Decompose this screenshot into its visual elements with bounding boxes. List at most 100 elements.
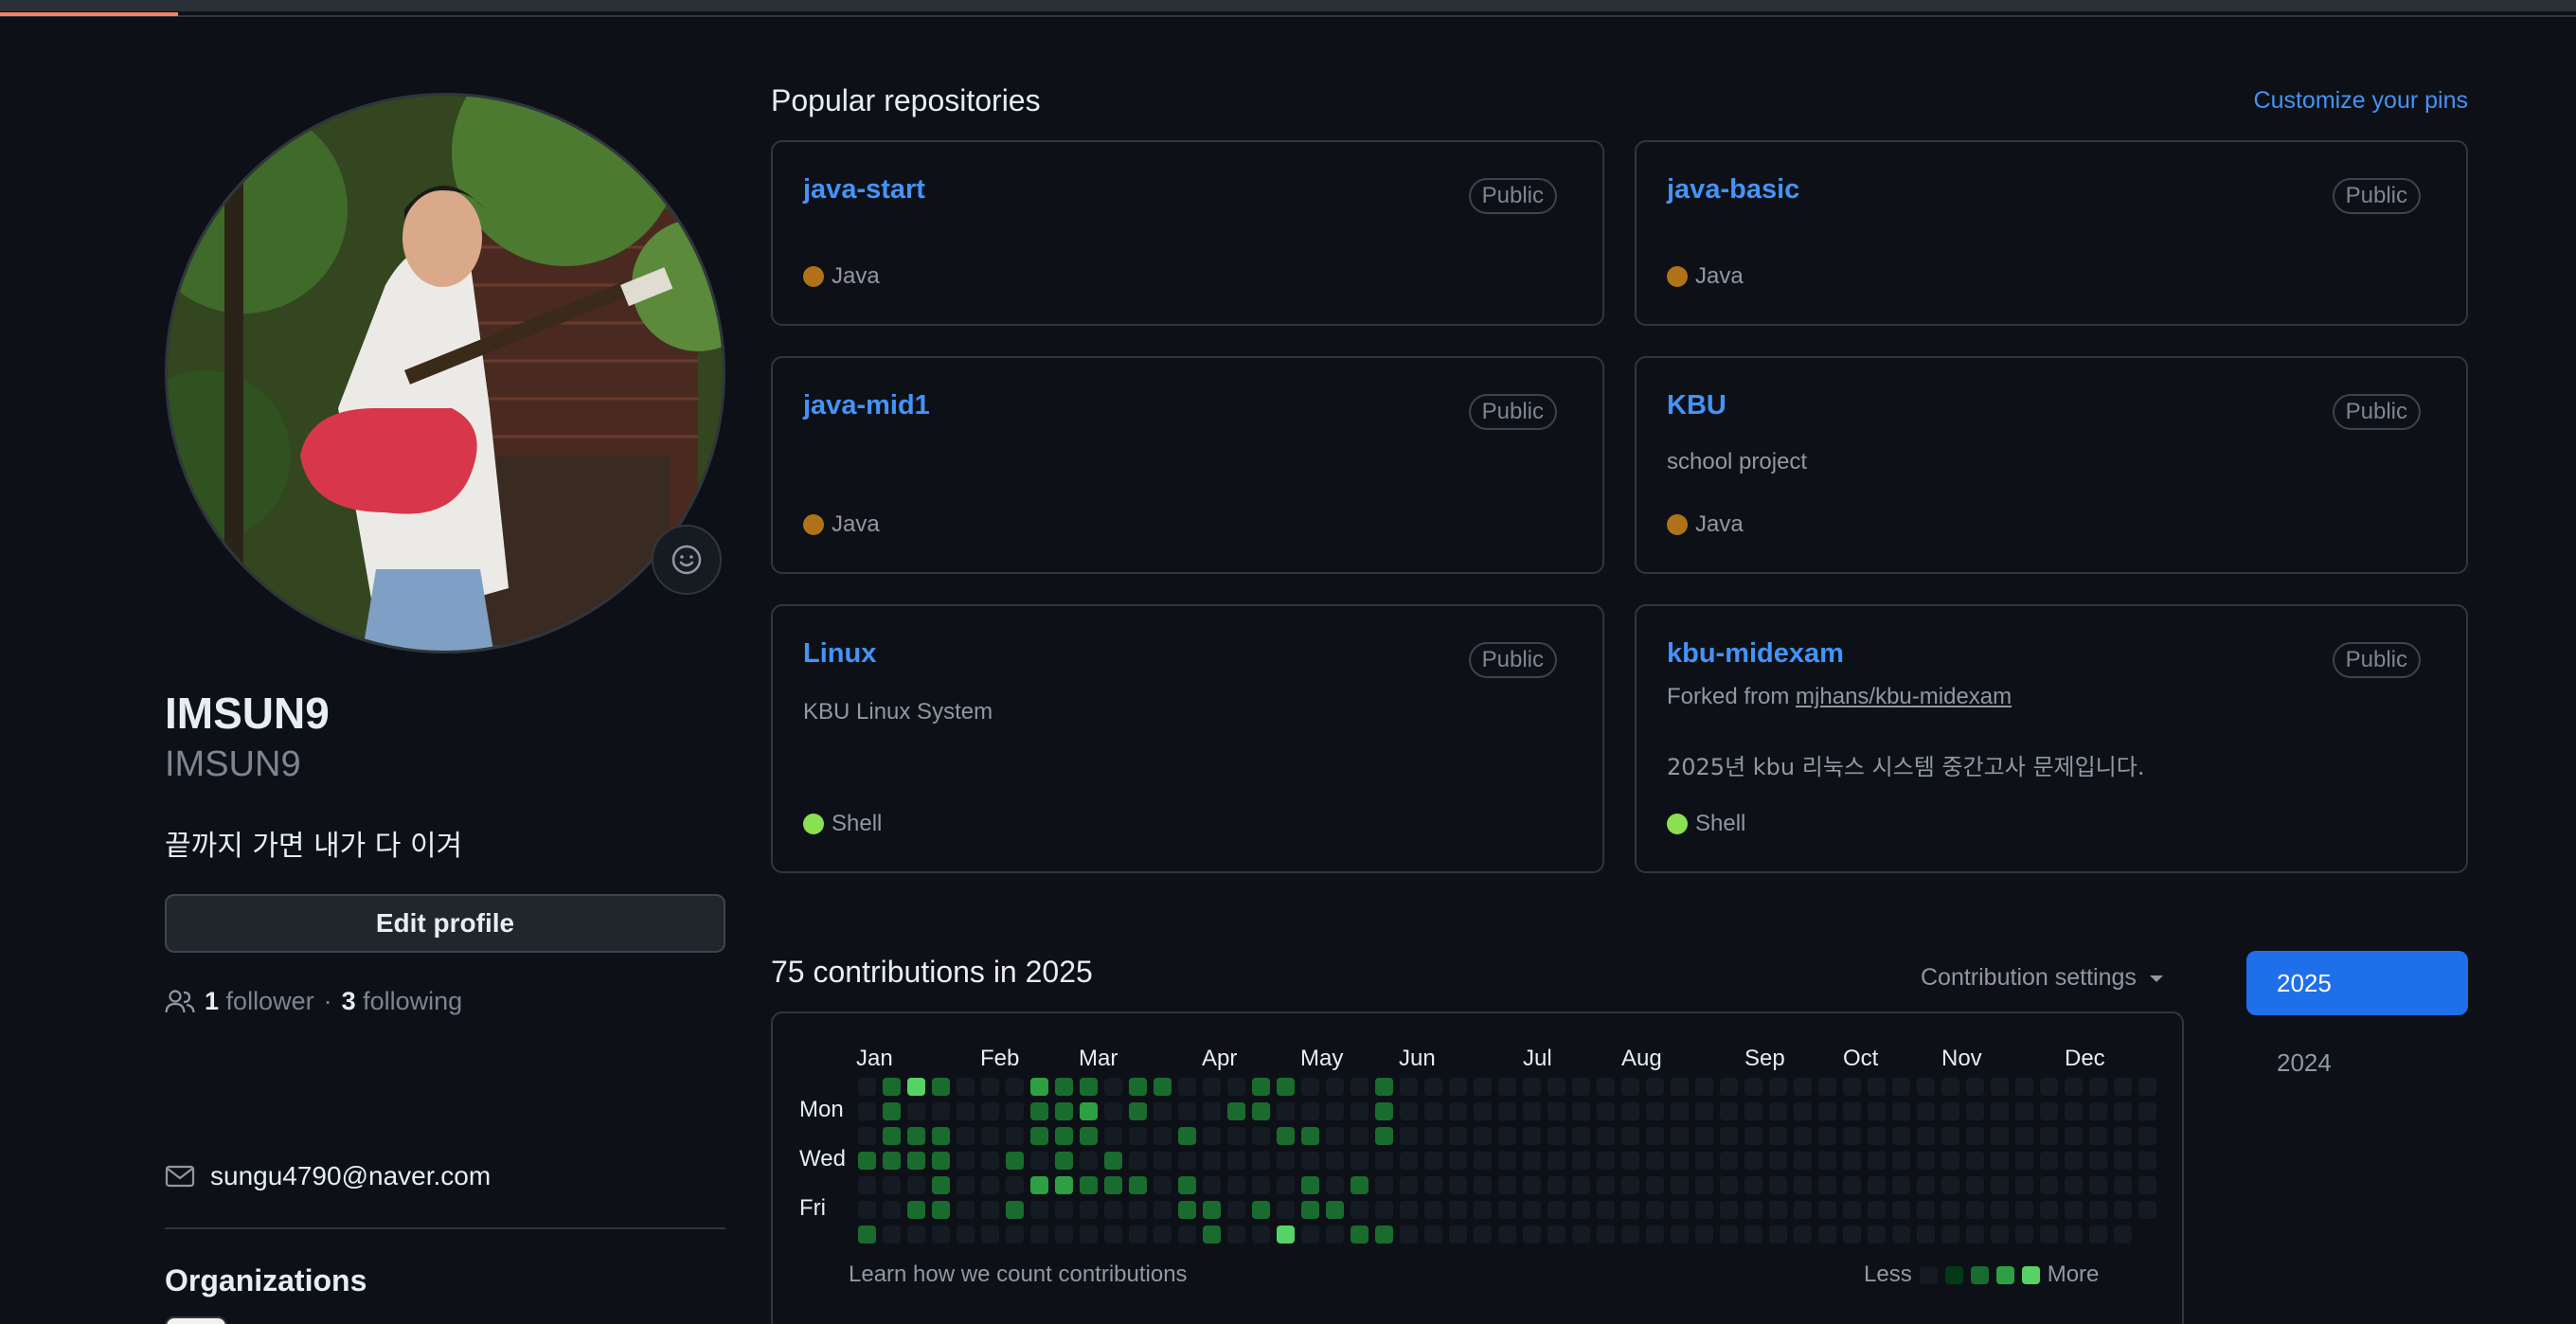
contribution-day-cell[interactable] bbox=[1154, 1127, 1172, 1145]
contribution-day-cell[interactable] bbox=[1941, 1201, 1959, 1219]
contribution-day-cell[interactable] bbox=[1917, 1176, 1935, 1194]
contribution-day-cell[interactable] bbox=[1572, 1127, 1590, 1145]
contribution-day-cell[interactable] bbox=[1006, 1127, 1024, 1145]
contribution-day-cell[interactable] bbox=[1646, 1176, 1664, 1194]
contribution-day-cell[interactable] bbox=[2138, 1201, 2156, 1219]
contribution-day-cell[interactable] bbox=[1178, 1201, 1196, 1219]
contribution-day-cell[interactable] bbox=[1277, 1226, 1295, 1243]
contribution-day-cell[interactable] bbox=[2040, 1127, 2058, 1145]
contribution-day-cell[interactable] bbox=[2065, 1102, 2083, 1120]
contribution-day-cell[interactable] bbox=[1744, 1176, 1762, 1194]
contribution-day-cell[interactable] bbox=[1868, 1152, 1886, 1170]
contribution-day-cell[interactable] bbox=[1449, 1102, 1467, 1120]
contribution-day-cell[interactable] bbox=[1030, 1102, 1048, 1120]
contribution-day-cell[interactable] bbox=[1055, 1102, 1073, 1120]
contribution-day-cell[interactable] bbox=[1375, 1152, 1393, 1170]
contribution-day-cell[interactable] bbox=[1646, 1127, 1664, 1145]
contribution-day-cell[interactable] bbox=[1154, 1226, 1172, 1243]
contribution-day-cell[interactable] bbox=[1597, 1078, 1615, 1096]
contribution-day-cell[interactable] bbox=[1178, 1226, 1196, 1243]
contribution-day-cell[interactable] bbox=[1252, 1102, 1270, 1120]
contribution-day-cell[interactable] bbox=[1178, 1127, 1196, 1145]
contribution-day-cell[interactable] bbox=[1966, 1226, 1984, 1243]
contribution-day-cell[interactable] bbox=[1966, 1102, 1984, 1120]
contribution-day-cell[interactable] bbox=[1868, 1078, 1886, 1096]
contribution-day-cell[interactable] bbox=[1449, 1201, 1467, 1219]
contribution-day-cell[interactable] bbox=[1006, 1102, 1024, 1120]
contribution-day-cell[interactable] bbox=[1252, 1127, 1270, 1145]
contribution-day-cell[interactable] bbox=[858, 1152, 876, 1170]
contribution-day-cell[interactable] bbox=[957, 1127, 975, 1145]
contribution-day-cell[interactable] bbox=[1818, 1226, 1836, 1243]
contribution-day-cell[interactable] bbox=[1843, 1176, 1861, 1194]
contribution-day-cell[interactable] bbox=[1966, 1201, 1984, 1219]
contribution-day-cell[interactable] bbox=[1769, 1127, 1787, 1145]
contribution-day-cell[interactable] bbox=[907, 1102, 925, 1120]
contribution-day-cell[interactable] bbox=[1351, 1102, 1368, 1120]
contribution-day-cell[interactable] bbox=[1868, 1176, 1886, 1194]
contribution-day-cell[interactable] bbox=[957, 1102, 975, 1120]
contribution-day-cell[interactable] bbox=[2114, 1078, 2132, 1096]
contribution-day-cell[interactable] bbox=[858, 1127, 876, 1145]
avatar[interactable] bbox=[165, 93, 725, 653]
contribution-day-cell[interactable] bbox=[2114, 1152, 2132, 1170]
contribution-day-cell[interactable] bbox=[907, 1226, 925, 1243]
contribution-day-cell[interactable] bbox=[1178, 1078, 1196, 1096]
contribution-day-cell[interactable] bbox=[1843, 1201, 1861, 1219]
contribution-day-cell[interactable] bbox=[1252, 1078, 1270, 1096]
contribution-day-cell[interactable] bbox=[1941, 1176, 1959, 1194]
contribution-day-cell[interactable] bbox=[1080, 1102, 1098, 1120]
contribution-day-cell[interactable] bbox=[883, 1152, 901, 1170]
contribution-day-cell[interactable] bbox=[1843, 1152, 1861, 1170]
contribution-day-cell[interactable] bbox=[858, 1102, 876, 1120]
repo-name-link[interactable]: Linux bbox=[803, 638, 877, 669]
contribution-day-cell[interactable] bbox=[2015, 1201, 2033, 1219]
contribution-day-cell[interactable] bbox=[1006, 1176, 1024, 1194]
contribution-day-cell[interactable] bbox=[1523, 1176, 1541, 1194]
contribution-day-cell[interactable] bbox=[981, 1127, 999, 1145]
contribution-day-cell[interactable] bbox=[1227, 1078, 1245, 1096]
contribution-day-cell[interactable] bbox=[2089, 1226, 2107, 1243]
contribution-day-cell[interactable] bbox=[1301, 1102, 1319, 1120]
contribution-day-cell[interactable] bbox=[2114, 1176, 2132, 1194]
contribution-day-cell[interactable] bbox=[981, 1201, 999, 1219]
contribution-day-cell[interactable] bbox=[1375, 1201, 1393, 1219]
contribution-day-cell[interactable] bbox=[1818, 1176, 1836, 1194]
contribution-day-cell[interactable] bbox=[1449, 1176, 1467, 1194]
contribution-day-cell[interactable] bbox=[1424, 1152, 1442, 1170]
contribution-day-cell[interactable] bbox=[1621, 1176, 1639, 1194]
contribution-day-cell[interactable] bbox=[1671, 1078, 1689, 1096]
contribution-day-cell[interactable] bbox=[1744, 1078, 1762, 1096]
contribution-day-cell[interactable] bbox=[2114, 1102, 2132, 1120]
contribution-day-cell[interactable] bbox=[2114, 1127, 2132, 1145]
contribution-day-cell[interactable] bbox=[1597, 1127, 1615, 1145]
contribution-day-cell[interactable] bbox=[1055, 1078, 1073, 1096]
contribution-day-cell[interactable] bbox=[932, 1152, 950, 1170]
contribution-day-cell[interactable] bbox=[858, 1176, 876, 1194]
contribution-day-cell[interactable] bbox=[1277, 1152, 1295, 1170]
contribution-day-cell[interactable] bbox=[1671, 1127, 1689, 1145]
contribution-day-cell[interactable] bbox=[1621, 1201, 1639, 1219]
contribution-day-cell[interactable] bbox=[981, 1226, 999, 1243]
contribution-day-cell[interactable] bbox=[1547, 1102, 1565, 1120]
contribution-day-cell[interactable] bbox=[1104, 1127, 1122, 1145]
contribution-day-cell[interactable] bbox=[1868, 1226, 1886, 1243]
contribution-day-cell[interactable] bbox=[1227, 1127, 1245, 1145]
contribution-day-cell[interactable] bbox=[1868, 1102, 1886, 1120]
contribution-day-cell[interactable] bbox=[1769, 1152, 1787, 1170]
contribution-day-cell[interactable] bbox=[1203, 1078, 1221, 1096]
contribution-day-cell[interactable] bbox=[1277, 1176, 1295, 1194]
edit-profile-button[interactable]: Edit profile bbox=[165, 894, 725, 953]
contribution-day-cell[interactable] bbox=[1621, 1102, 1639, 1120]
contribution-day-cell[interactable] bbox=[1646, 1226, 1664, 1243]
contribution-day-cell[interactable] bbox=[1720, 1226, 1738, 1243]
contribution-day-cell[interactable] bbox=[1203, 1152, 1221, 1170]
contribution-day-cell[interactable] bbox=[1547, 1176, 1565, 1194]
contribution-day-cell[interactable] bbox=[1129, 1127, 1147, 1145]
repo-name-link[interactable]: kbu-midexam bbox=[1667, 638, 1844, 669]
repo-name-link[interactable]: KBU bbox=[1667, 390, 1726, 420]
year-button-2024[interactable]: 2024 bbox=[2277, 1047, 2332, 1077]
contribution-day-cell[interactable] bbox=[1843, 1127, 1861, 1145]
contribution-day-cell[interactable] bbox=[1695, 1102, 1713, 1120]
contribution-day-cell[interactable] bbox=[1572, 1078, 1590, 1096]
